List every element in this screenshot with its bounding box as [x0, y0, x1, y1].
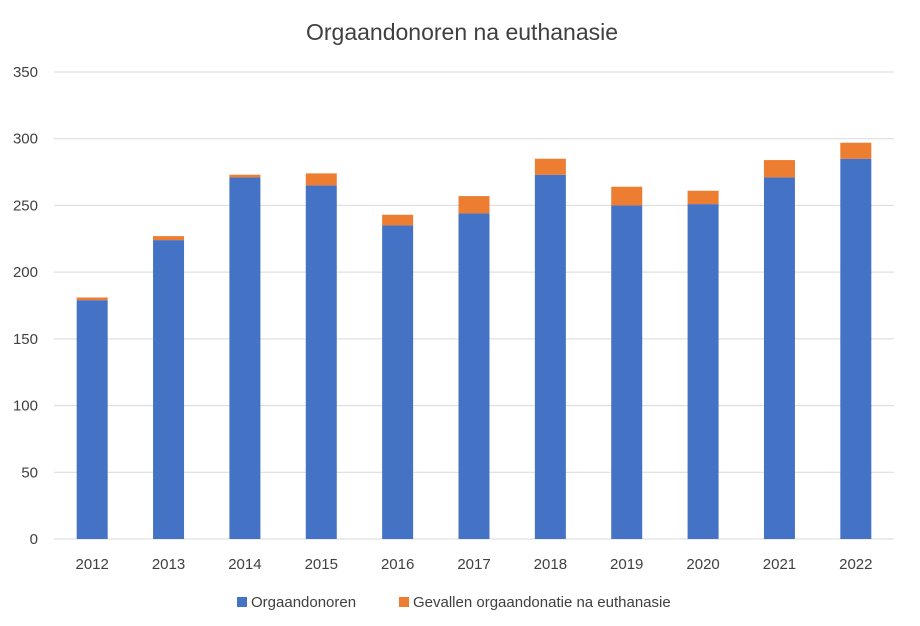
y-tick-label: 300 — [13, 131, 38, 148]
bar-orgaandonoren-2012 — [76, 300, 108, 539]
x-tick-label: 2012 — [75, 556, 108, 573]
bar-euthanasie-2014 — [229, 174, 261, 178]
bar-orgaandonoren-2020 — [687, 204, 719, 539]
bar-orgaandonoren-2015 — [305, 185, 337, 539]
x-tick-label: 2013 — [152, 556, 185, 573]
bar-orgaandonoren-2021 — [763, 177, 795, 539]
x-tick-label: 2020 — [686, 556, 719, 573]
bar-euthanasie-2013 — [153, 236, 185, 241]
legend-label: Orgaandonoren — [251, 594, 356, 611]
chart-title: Orgaandonoren na euthanasie — [306, 19, 618, 45]
x-tick-label: 2014 — [228, 556, 261, 573]
y-tick-label: 50 — [21, 464, 38, 481]
bar-orgaandonoren-2017 — [458, 213, 490, 540]
legend: Orgaandonoren Gevallen orgaandonatie na e… — [237, 594, 671, 611]
y-tick-label: 150 — [13, 331, 38, 348]
x-tick-label: 2021 — [763, 556, 796, 573]
bar-euthanasie-2018 — [534, 158, 566, 175]
x-tick-label: 2019 — [610, 556, 643, 573]
bar-euthanasie-2017 — [458, 196, 490, 214]
x-tick-label: 2017 — [457, 556, 490, 573]
y-axis-ticks: 0 50 100 150 200 250 300 350 — [13, 64, 38, 548]
y-tick-label: 350 — [13, 64, 38, 81]
bar-euthanasie-2015 — [305, 173, 337, 186]
y-tick-label: 0 — [30, 531, 38, 548]
legend-label: Gevallen orgaandonatie na euthanasie — [413, 594, 671, 611]
bar-orgaandonoren-2013 — [153, 240, 185, 539]
y-tick-label: 200 — [13, 264, 38, 281]
legend-swatch — [399, 597, 409, 607]
legend-swatch — [237, 597, 247, 607]
bar-euthanasie-2020 — [687, 190, 719, 205]
y-tick-label: 250 — [13, 197, 38, 214]
x-tick-label: 2022 — [839, 556, 872, 573]
bars — [76, 142, 872, 540]
x-axis-ticks: 2012 2013 2014 2015 2016 2017 2018 2019 2020 2021… — [75, 556, 872, 573]
bar-orgaandonoren-2022 — [840, 158, 872, 539]
x-tick-label: 2018 — [534, 556, 567, 573]
bar-euthanasie-2016 — [382, 214, 414, 226]
bar-orgaandonoren-2019 — [611, 205, 643, 539]
y-tick-label: 100 — [13, 398, 38, 415]
x-tick-label: 2015 — [305, 556, 338, 573]
bar-orgaandonoren-2014 — [229, 177, 261, 539]
x-tick-label: 2016 — [381, 556, 414, 573]
bar-euthanasie-2012 — [76, 297, 108, 301]
bar-euthanasie-2021 — [763, 160, 795, 178]
bar-orgaandonoren-2018 — [534, 174, 566, 540]
bar-euthanasie-2019 — [611, 186, 643, 206]
bar-euthanasie-2022 — [840, 142, 872, 159]
bar-orgaandonoren-2016 — [382, 225, 414, 539]
